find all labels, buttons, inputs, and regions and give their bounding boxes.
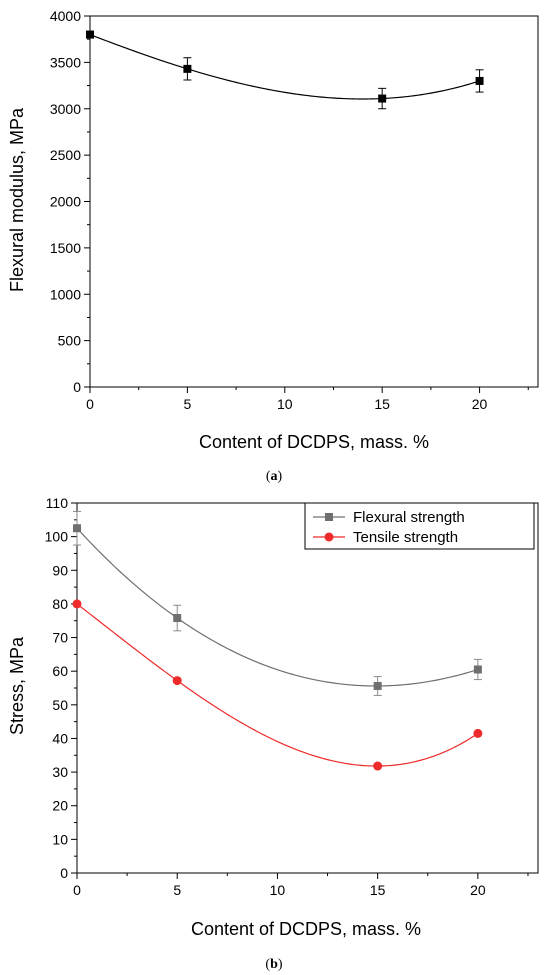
y-tick-label: 4000 — [50, 8, 81, 24]
x-tick-label: 20 — [470, 882, 486, 898]
x-tick-label: 10 — [270, 882, 286, 898]
y-tick-label: 0 — [73, 379, 81, 395]
plot-frame — [89, 15, 539, 388]
legend: Flexural strength Tensile strength — [304, 502, 535, 550]
data-point — [72, 599, 82, 609]
legend-label: Tensile strength — [353, 529, 458, 546]
y-tick-label: 20 — [52, 798, 68, 814]
y-axis-label-b: Stress, MPa — [7, 636, 27, 735]
legend-item: Flexural strength — [313, 509, 465, 526]
y-tick-label: 100 — [45, 529, 69, 545]
y-tick-label: 70 — [52, 630, 68, 646]
x-tick-label: 0 — [86, 396, 94, 412]
caption-letter-a: a — [271, 469, 278, 484]
caption-letter-b: b — [270, 957, 278, 972]
caption-b: (b) — [265, 957, 282, 972]
series-line — [89, 33, 480, 100]
x-tick-label: 5 — [183, 396, 191, 412]
x-axis-label-a: Content of DCDPS, mass. % — [199, 432, 429, 452]
y-axis-label-a: Flexural modulus, MPa — [7, 107, 27, 292]
data-point — [172, 676, 182, 686]
x-tick-label: 15 — [370, 882, 386, 898]
y-tick-label: 50 — [52, 697, 68, 713]
data-point — [473, 728, 483, 738]
chart-panel-a: 0 5 10 15 20 0 500 1000 1500 2000 2500 3000 3500 4000… — [7, 8, 539, 484]
data-point — [73, 524, 81, 533]
x-tick-label: 5 — [173, 882, 181, 898]
plot-area-b: 0 5 10 15 20 0 10 20 30 40 50 60 70 80 90 100 110 Flexura… — [45, 495, 539, 898]
data-point — [173, 614, 182, 623]
y-tick-label: 1000 — [50, 286, 81, 302]
y-tick-label: 40 — [52, 730, 68, 746]
data-point — [183, 64, 192, 73]
x-tick-label: 20 — [472, 396, 488, 412]
y-tick-label: 80 — [52, 596, 68, 612]
series-line — [76, 527, 479, 687]
legend-label: Flexural strength — [353, 509, 465, 526]
data-point — [86, 30, 94, 39]
y-tick-label: 10 — [52, 831, 68, 847]
data-point — [475, 76, 484, 85]
x-tick-label: 0 — [73, 882, 81, 898]
data-point — [373, 761, 383, 771]
y-tick-label: 0 — [60, 865, 68, 881]
data-point — [378, 94, 387, 103]
y-tick-label: 30 — [52, 764, 68, 780]
legend-item: Tensile strength — [313, 529, 458, 546]
caption-a: (a) — [266, 469, 283, 484]
x-tick-label: 10 — [277, 396, 293, 412]
y-tick-label: 110 — [46, 495, 69, 511]
chart-panel-b: 0 5 10 15 20 0 10 20 30 40 50 60 70 80 90 100 110 Flexura… — [7, 495, 539, 972]
x-tick-label: 15 — [374, 396, 390, 412]
y-tick-label: 1500 — [50, 240, 81, 256]
y-tick-label: 90 — [52, 562, 68, 578]
plot-area-a: 0 5 10 15 20 0 500 1000 1500 2000 2500 3000 3500 4000 — [50, 8, 539, 412]
data-point — [473, 665, 482, 674]
y-tick-label: 2000 — [50, 194, 81, 210]
y-tick-label: 3000 — [50, 101, 81, 117]
y-tick-label: 2500 — [50, 147, 81, 163]
data-point — [373, 681, 382, 690]
y-tick-label: 3500 — [50, 54, 81, 70]
x-axis-label-b: Content of DCDPS, mass. % — [191, 919, 421, 939]
y-tick-label: 60 — [52, 663, 68, 679]
series-line — [76, 603, 479, 767]
plot-frame — [76, 502, 539, 874]
y-tick-label: 500 — [58, 333, 82, 349]
